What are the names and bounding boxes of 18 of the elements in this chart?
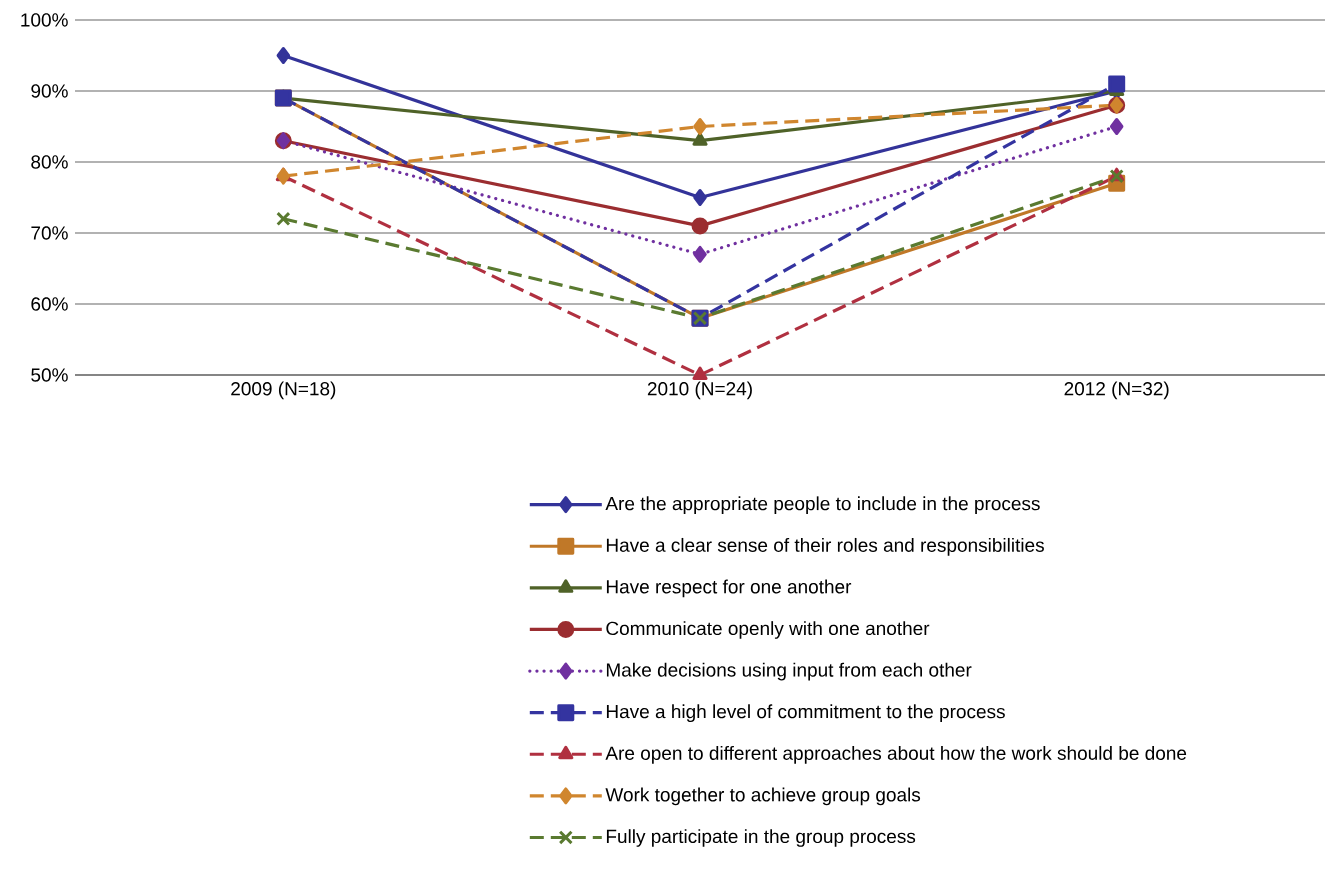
legend-label: Are open to different approaches about how the work should be done: [605, 745, 1187, 764]
legend-label: Fully participate in the group process: [606, 829, 916, 847]
y-tick-label: 60%: [31, 297, 68, 311]
y-tick-label: 50%: [31, 368, 68, 382]
y-tick-label: 80%: [31, 155, 68, 169]
legend-label: Are the appropriate people to include in the process: [605, 496, 1040, 515]
y-tick-label: 70%: [31, 226, 68, 240]
legend-label: Work together to achieve group goals: [605, 787, 921, 806]
legend-label: Have respect for one another: [606, 579, 852, 598]
legend-label: Have a high level of commitment to the process: [606, 704, 1005, 723]
legend-label: Have a clear sense of their roles and responsibilities: [606, 537, 1044, 556]
x-tick-label: 2012 (N=32): [1064, 381, 1169, 400]
legend-label: Make decisions using input from each other: [606, 662, 972, 681]
y-tick-label: 100%: [21, 13, 68, 27]
legend-label: Communicate openly with one another: [606, 621, 930, 639]
y-tick-label: 90%: [31, 84, 68, 98]
x-tick-label: 2009 (N=18): [231, 381, 336, 400]
x-tick-label: 2010 (N=24): [647, 381, 752, 400]
